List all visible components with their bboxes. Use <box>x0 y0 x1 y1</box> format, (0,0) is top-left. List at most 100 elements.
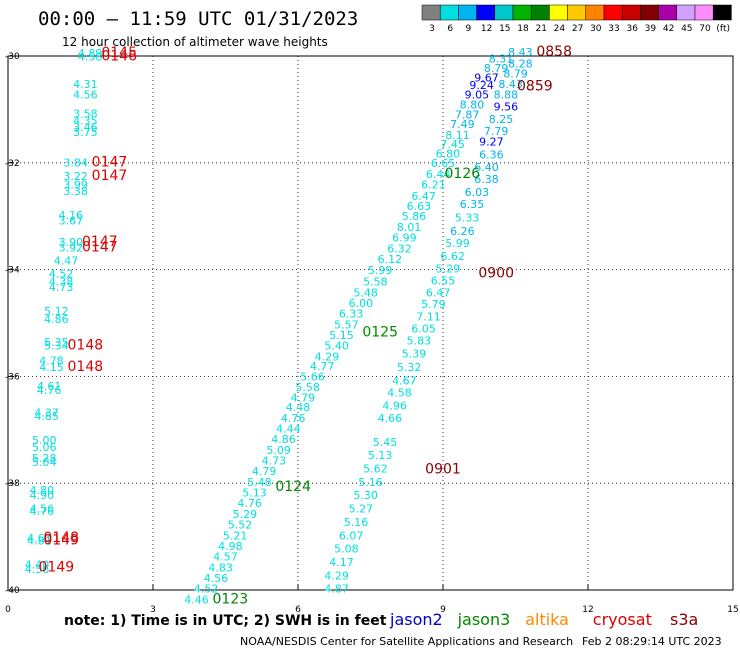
pass-label: 0149 <box>43 533 79 549</box>
swh-value: 4.67 <box>392 374 417 387</box>
swh-value: 3.58 <box>73 107 98 120</box>
swh-value: 7.49 <box>450 118 475 131</box>
swh-value: 6.99 <box>392 231 417 244</box>
pass-label: 0123 <box>213 591 249 607</box>
color-swatch <box>603 4 623 21</box>
swh-value: 5.21 <box>223 529 248 542</box>
y-tick-label: -40 <box>5 586 20 596</box>
color-swatch <box>567 4 587 21</box>
y-tick-label: -32 <box>5 159 20 169</box>
swh-value: 8.31 <box>489 52 514 65</box>
swh-value: 4.98 <box>218 540 243 553</box>
swh-value: 5.34 <box>44 340 69 353</box>
pass-label: 0124 <box>275 479 311 495</box>
swh-value: 4.90 <box>30 489 55 502</box>
pass-label: 0859 <box>517 79 553 95</box>
y-tick-label: -36 <box>5 372 20 382</box>
color-scale-label: 18 <box>517 24 529 34</box>
swh-value: 4.47 <box>54 254 79 267</box>
x-tick-label: 3 <box>150 605 156 615</box>
swh-value: 6.21 <box>421 178 446 191</box>
color-swatch <box>621 4 641 21</box>
swh-value: 5.58 <box>363 276 388 289</box>
swh-value: 5.39 <box>402 348 427 361</box>
swh-value: 4.52 <box>49 268 74 281</box>
swh-value: 5.99 <box>368 264 393 277</box>
color-swatch <box>530 4 550 21</box>
color-scale-label: 6 <box>447 24 453 34</box>
color-swatch <box>439 4 459 21</box>
swh-value: 4.87 <box>324 583 349 596</box>
color-scale-label: 70 <box>699 24 711 34</box>
swh-value: 5.15 <box>329 329 354 342</box>
swh-value: 8.25 <box>489 113 514 126</box>
color-scale-label: 36 <box>626 24 638 34</box>
color-scale-label: 45 <box>681 24 692 34</box>
swh-value: 4.79 <box>252 465 277 478</box>
swh-value: 5.40 <box>324 340 349 353</box>
swh-value: 3.90 <box>59 236 84 249</box>
swh-value: 4.46 <box>184 593 209 606</box>
color-scale-label: 33 <box>608 24 619 34</box>
swh-value: 7.45 <box>440 138 465 151</box>
swh-value: 5.06 <box>32 441 57 454</box>
color-scale-label: 27 <box>572 24 583 34</box>
pass-label: 0900 <box>478 266 514 282</box>
swh-value: 4.57 <box>213 551 238 564</box>
color-scale-label: 24 <box>554 24 566 34</box>
swh-value: 8.01 <box>397 221 422 234</box>
swh-value: 6.44 <box>426 168 451 181</box>
swh-value: 9.67 <box>474 72 499 85</box>
swh-value: 6.05 <box>411 323 436 336</box>
legend-s3a: s3a <box>670 610 698 629</box>
color-scale-label: 9 <box>466 24 472 34</box>
swh-value: 4.37 <box>34 406 59 419</box>
swh-value: 6.35 <box>460 198 485 211</box>
swh-value: 6.47 <box>411 190 436 203</box>
pass-label: 0125 <box>362 324 398 340</box>
color-scale-label: (ft) <box>716 24 730 34</box>
pass-label: 0149 <box>39 559 75 575</box>
swh-value: 8.43 <box>498 78 523 91</box>
swh-value: 5.32 <box>397 361 422 374</box>
legend-jason3: jason3 <box>457 610 511 629</box>
color-swatch <box>694 4 714 21</box>
swh-value: 3.84 <box>63 157 88 170</box>
swh-value: 4.44 <box>276 422 301 435</box>
swh-value: 6.03 <box>465 186 490 199</box>
swh-value: 5.16 <box>344 516 369 529</box>
x-tick-label: 9 <box>440 605 446 615</box>
swh-value: 5.09 <box>266 444 291 457</box>
swh-value: 4.52 <box>194 583 219 596</box>
swh-value: 9.27 <box>479 136 504 149</box>
pass-label: 0147 <box>82 239 118 255</box>
plot-grid <box>8 56 733 590</box>
color-swatch <box>676 4 696 21</box>
swh-value: 5.52 <box>228 519 253 532</box>
swh-value: 4.76 <box>37 384 62 397</box>
swh-value: 4.83 <box>208 561 233 574</box>
y-tick-label: -38 <box>5 479 20 489</box>
swh-value: 4.29 <box>324 569 349 582</box>
swh-value: 3.22 <box>63 170 88 183</box>
swh-value: 7.11 <box>416 310 441 323</box>
color-scale-label: 30 <box>590 24 602 34</box>
pass-label: 0146 <box>101 48 137 64</box>
swh-value: 5.30 <box>353 489 378 502</box>
swh-value: 6.63 <box>407 200 432 213</box>
color-swatch <box>512 4 532 21</box>
legend-jason2: jason2 <box>389 610 443 629</box>
satellite-legend: jason2 jason3 altika cryosat s3a <box>389 610 698 629</box>
swh-value: 3.38 <box>63 185 88 198</box>
color-swatch <box>494 4 514 21</box>
swh-value: 5.27 <box>349 503 374 516</box>
swh-value: 4.81 <box>27 535 52 548</box>
swh-value: 6.36 <box>479 149 504 162</box>
swh-values: 4.894.584.314.563.584.353.463.753.843.22… <box>25 46 533 606</box>
x-tick-label: 15 <box>727 605 738 615</box>
swh-value: 5.79 <box>421 298 446 311</box>
swh-value: 4.15 <box>39 361 64 374</box>
swh-value: 5.62 <box>363 463 388 476</box>
swh-value: 9.24 <box>469 79 494 92</box>
swh-value: 6.26 <box>450 225 475 238</box>
